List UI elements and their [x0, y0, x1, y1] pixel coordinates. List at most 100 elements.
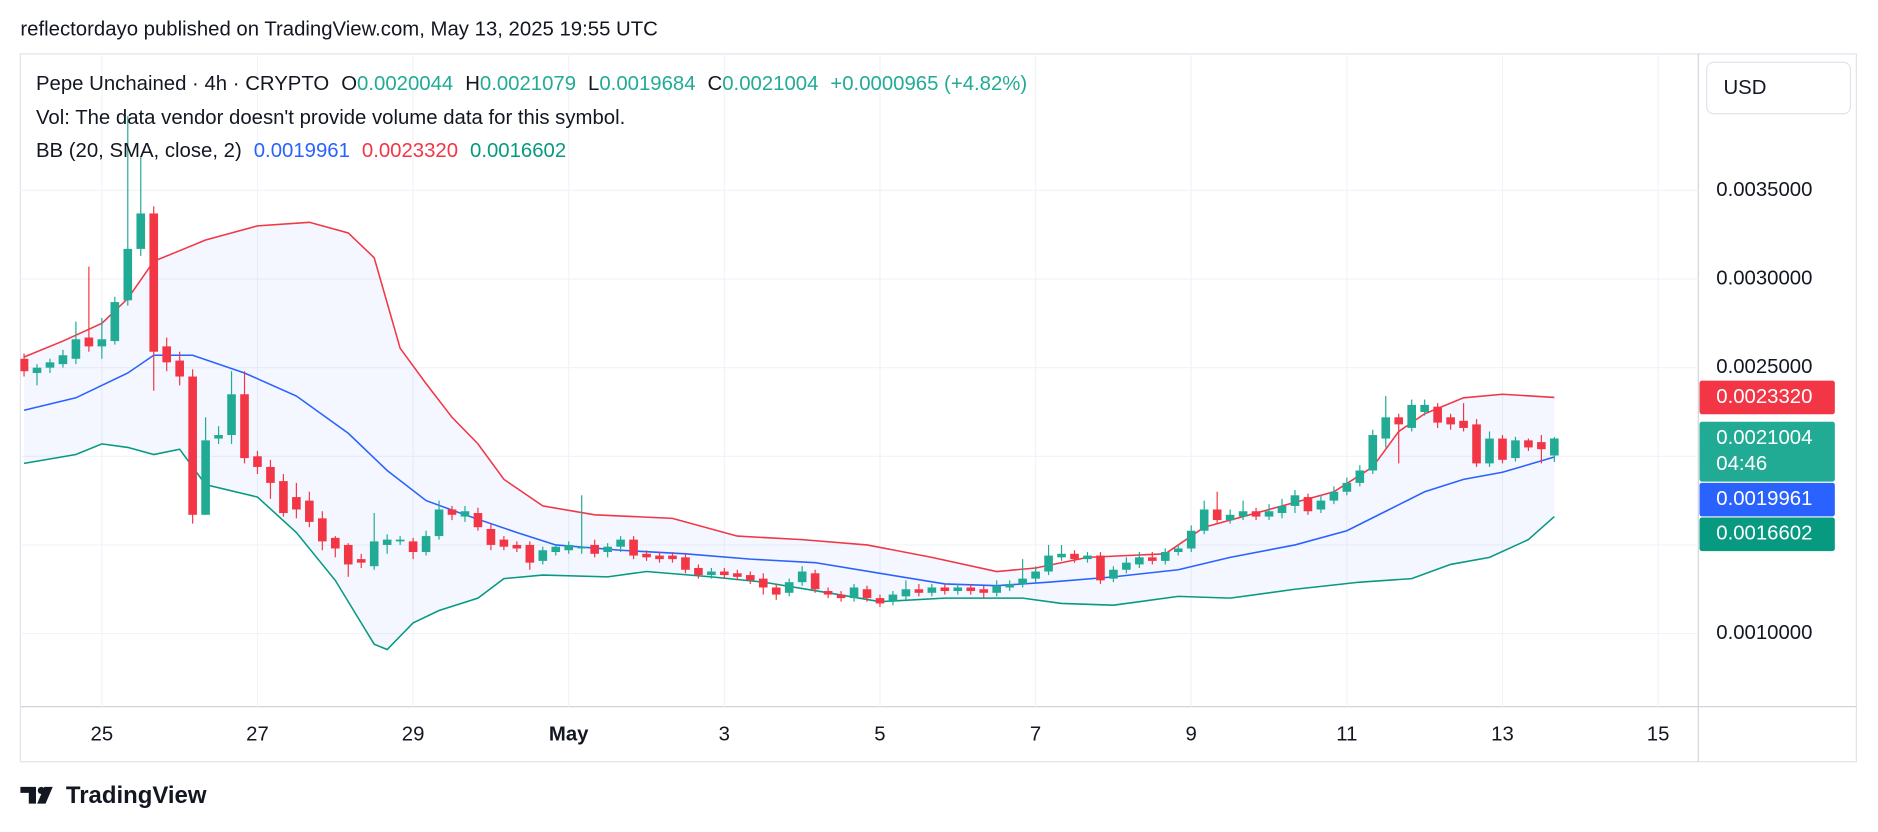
x-tick-label: 27 — [246, 724, 269, 746]
currency-label: USD — [1723, 77, 1766, 99]
footer-brand: TradingView — [66, 782, 207, 809]
candle-body — [668, 555, 677, 560]
candle-body — [1264, 511, 1274, 517]
candle-body — [266, 466, 275, 483]
candle-body — [538, 550, 548, 561]
legend: Pepe Unchained · 4h · CRYPTO O0.0020044 H0… — [36, 73, 1027, 162]
band-fill — [24, 222, 1555, 650]
candle-body — [927, 587, 937, 593]
candle-body — [849, 587, 859, 599]
candle-body — [1485, 438, 1494, 464]
candle-body — [1407, 404, 1417, 428]
candle-body — [434, 509, 444, 537]
candle-body — [1511, 440, 1520, 459]
upper-band-price-label — [1699, 380, 1835, 415]
candle-body — [1199, 509, 1209, 531]
candle-body — [136, 213, 146, 249]
candle-body — [1524, 440, 1533, 448]
candle-body — [1083, 555, 1092, 560]
x-tick-label: 11 — [1336, 724, 1357, 746]
candle-body — [1070, 553, 1079, 560]
x-tick-label: 13 — [1491, 724, 1514, 746]
legend-ohlc: Pepe Unchained · 4h · CRYPTO O0.0020044 H0… — [36, 73, 1027, 95]
legend-ohlc-value: 0.0019684 — [599, 73, 695, 95]
candle-body — [292, 497, 301, 510]
candle-body — [149, 213, 159, 352]
price-labels: 0.0023320 0.0021004 04:46 0.0019961 0.001660… — [1699, 380, 1835, 552]
x-tick-label: 29 — [402, 724, 425, 746]
chart-frame — [19, 53, 1857, 763]
candle-body — [953, 587, 963, 592]
candle-body — [1355, 470, 1365, 483]
legend-indicator-value: 0.0016602 — [470, 140, 566, 162]
candle-body — [486, 528, 496, 545]
candle-body — [305, 500, 314, 522]
legend-ohlc-key: C — [708, 73, 723, 95]
candle-body — [1005, 583, 1014, 588]
candle-body — [771, 587, 781, 595]
candle-body — [784, 582, 794, 593]
candle-body — [823, 591, 833, 595]
candle-body — [1329, 491, 1339, 501]
candle-body — [720, 571, 729, 576]
middle-band-price-label — [1699, 482, 1835, 517]
candle-body — [214, 435, 223, 439]
candle-body — [123, 248, 133, 301]
y-tick-label: 0.0035000 — [1716, 179, 1812, 201]
candle-body — [1550, 438, 1559, 456]
candle-body — [1290, 495, 1300, 506]
candle-body — [1472, 424, 1481, 464]
x-tick-label: 7 — [1030, 724, 1041, 746]
candle-body — [240, 394, 249, 459]
candle-body — [1057, 553, 1066, 558]
candle-body — [395, 539, 405, 542]
x-tick-label: 15 — [1647, 724, 1670, 746]
candle-body — [1420, 404, 1429, 412]
candle-body — [862, 589, 872, 599]
legend-ohlc-value: 0.0021004 — [722, 73, 818, 95]
logo-icon — [20, 786, 53, 804]
candle-body — [227, 394, 236, 436]
legend-ohlc-key: O — [341, 73, 357, 95]
legend-indicator-value: 0.0023320 — [362, 140, 458, 162]
y-tick-label: 0.0030000 — [1716, 267, 1812, 289]
candle-body — [447, 509, 457, 515]
candle-body — [1018, 578, 1027, 584]
candle-body — [1381, 417, 1391, 439]
candle-body — [577, 546, 587, 549]
candle-body — [499, 539, 509, 547]
candle-body — [1251, 511, 1261, 517]
lower-band-price-label-text: 0.0016602 — [1716, 523, 1812, 545]
middle-band-price-label-text: 0.0019961 — [1716, 488, 1812, 510]
candle-body — [1096, 555, 1105, 581]
candle-body — [1148, 557, 1157, 561]
candle-body — [473, 513, 483, 528]
candle-body — [551, 546, 561, 553]
x-tick-label: 5 — [874, 724, 885, 746]
candle-body — [318, 518, 327, 542]
candle-body — [914, 589, 924, 593]
candle-body — [1303, 497, 1313, 512]
currency-button[interactable] — [1706, 61, 1852, 115]
candle-body — [733, 573, 742, 577]
candle-body — [45, 362, 55, 368]
candle-body — [1498, 438, 1507, 460]
candle-body — [201, 440, 210, 515]
candle-body — [71, 339, 81, 359]
candle-body — [707, 571, 716, 576]
y-tick-label: 0.0010000 — [1716, 622, 1812, 644]
candle-body — [1446, 417, 1455, 425]
candle-body — [1238, 511, 1248, 517]
candle-body — [979, 589, 989, 593]
candle-body — [836, 594, 846, 599]
x-tick-label: 9 — [1186, 724, 1197, 746]
bollinger-line — [23, 443, 1555, 651]
candle-body — [655, 555, 664, 560]
legend-indicator-name: BB (20, SMA, close, 2) — [36, 140, 242, 162]
candle-body — [1135, 557, 1144, 565]
candle-body — [564, 544, 574, 551]
legend-change: +0.0000965 (+4.82%) — [830, 73, 1027, 95]
candle-body — [1394, 417, 1404, 425]
candle-body — [616, 539, 625, 547]
